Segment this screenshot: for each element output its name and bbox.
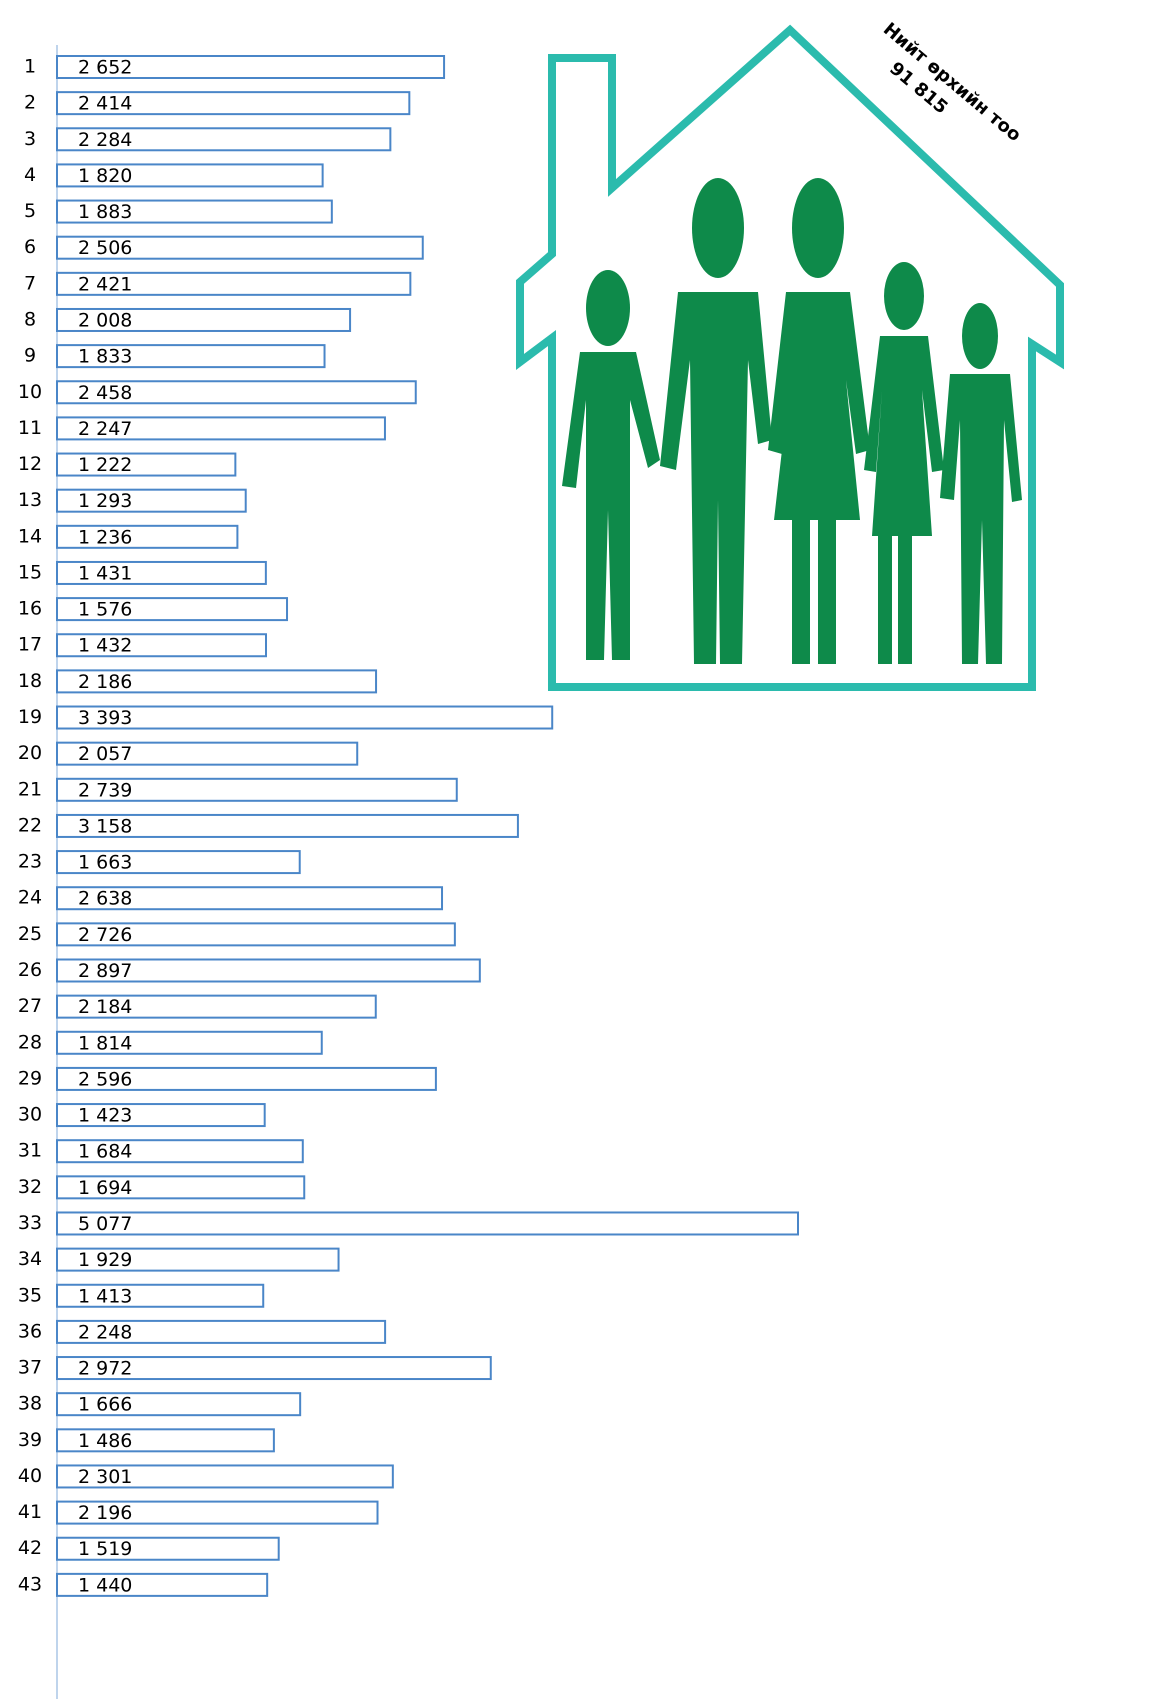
value-label: 1 576 xyxy=(78,599,132,621)
category-label: 28 xyxy=(18,1031,42,1053)
value-label: 2 414 xyxy=(78,93,132,115)
value-label: 1 883 xyxy=(78,201,132,223)
category-label: 38 xyxy=(18,1393,42,1415)
value-label: 2 247 xyxy=(78,418,132,440)
category-label: 3 xyxy=(24,128,36,150)
value-label: 1 413 xyxy=(78,1285,132,1307)
value-label: 2 458 xyxy=(78,382,132,404)
category-label: 23 xyxy=(18,851,42,873)
value-label: 3 393 xyxy=(78,707,132,729)
value-label: 5 077 xyxy=(78,1213,132,1235)
category-label: 43 xyxy=(18,1573,42,1595)
value-label: 2 184 xyxy=(78,996,132,1018)
value-label: 1 293 xyxy=(78,490,132,512)
value-label: 2 248 xyxy=(78,1321,132,1343)
category-label: 34 xyxy=(18,1248,42,1270)
value-label: 2 596 xyxy=(78,1068,132,1090)
category-label: 26 xyxy=(18,959,42,981)
category-label: 2 xyxy=(24,92,36,114)
category-label: 31 xyxy=(18,1140,42,1162)
value-label: 2 739 xyxy=(78,779,132,801)
value-label: 1 833 xyxy=(78,346,132,368)
category-label: 41 xyxy=(18,1501,42,1523)
value-label: 1 432 xyxy=(78,635,132,657)
category-label: 7 xyxy=(24,272,36,294)
category-label: 35 xyxy=(18,1284,42,1306)
value-label: 2 057 xyxy=(78,743,132,765)
category-label: 12 xyxy=(18,453,42,475)
family xyxy=(562,178,1022,664)
category-label: 15 xyxy=(18,561,42,583)
category-label: 25 xyxy=(18,923,42,945)
value-label: 2 196 xyxy=(78,1502,132,1524)
value-label: 1 663 xyxy=(78,852,132,874)
value-label: 2 652 xyxy=(78,57,132,79)
category-label: 24 xyxy=(18,887,42,909)
value-label: 1 820 xyxy=(78,165,132,187)
category-label: 10 xyxy=(18,381,42,403)
category-label: 5 xyxy=(24,200,36,222)
value-label: 2 972 xyxy=(78,1358,132,1380)
value-label: 2 506 xyxy=(78,237,132,259)
value-label: 2 284 xyxy=(78,129,132,151)
category-label: 11 xyxy=(18,417,42,439)
value-label: 2 008 xyxy=(78,309,132,331)
category-label: 19 xyxy=(18,706,42,728)
category-label: 1 xyxy=(24,56,36,78)
value-label: 1 684 xyxy=(78,1141,132,1163)
category-label: 33 xyxy=(18,1212,42,1234)
value-label: 3 158 xyxy=(78,815,132,837)
category-label: 21 xyxy=(18,778,42,800)
value-label: 1 423 xyxy=(78,1105,132,1127)
value-label: 2 301 xyxy=(78,1466,132,1488)
category-label: 37 xyxy=(18,1357,42,1379)
category-label: 14 xyxy=(18,525,42,547)
category-label: 42 xyxy=(18,1537,42,1559)
category-label: 30 xyxy=(18,1104,42,1126)
value-label: 1 814 xyxy=(78,1032,132,1054)
value-label: 1 222 xyxy=(78,454,132,476)
category-label: 29 xyxy=(18,1067,42,1089)
house-illustration: Нийт өрхийн тоо 91 815 xyxy=(520,19,1060,687)
category-label: 8 xyxy=(24,308,36,330)
value-label: 2 897 xyxy=(78,960,132,982)
category-label: 4 xyxy=(24,164,36,186)
category-label: 22 xyxy=(18,814,42,836)
value-label: 1 519 xyxy=(78,1538,132,1560)
category-label: 20 xyxy=(18,742,42,764)
value-label: 1 666 xyxy=(78,1394,132,1416)
category-label: 40 xyxy=(18,1465,42,1487)
total-annotation: Нийт өрхийн тоо 91 815 xyxy=(862,19,1025,166)
category-label: 6 xyxy=(24,236,36,258)
bar xyxy=(57,1212,798,1234)
category-label: 13 xyxy=(18,489,42,511)
value-label: 2 638 xyxy=(78,888,132,910)
category-label: 32 xyxy=(18,1176,42,1198)
category-label: 39 xyxy=(18,1429,42,1451)
category-label: 9 xyxy=(24,345,36,367)
category-label: 16 xyxy=(18,598,42,620)
chart: Нийт өрхийн тоо 91 815 12 65222 41432 28… xyxy=(0,0,1154,1699)
value-label: 1 431 xyxy=(78,562,132,584)
value-label: 2 726 xyxy=(78,924,132,946)
value-label: 1 486 xyxy=(78,1430,132,1452)
value-label: 2 421 xyxy=(78,273,132,295)
category-label: 27 xyxy=(18,995,42,1017)
category-label: 18 xyxy=(18,670,42,692)
category-label: 17 xyxy=(18,634,42,656)
value-label: 1 929 xyxy=(78,1249,132,1271)
value-label: 1 440 xyxy=(78,1574,132,1596)
value-label: 1 694 xyxy=(78,1177,132,1199)
value-label: 1 236 xyxy=(78,526,132,548)
category-label: 36 xyxy=(18,1320,42,1342)
value-label: 2 186 xyxy=(78,671,132,693)
